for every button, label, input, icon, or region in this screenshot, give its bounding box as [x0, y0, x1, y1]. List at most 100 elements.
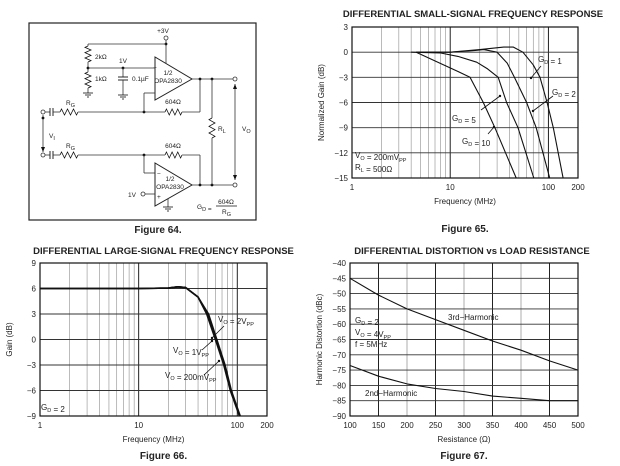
y-tick-label: 3: [32, 310, 37, 319]
y-tick-label: −55: [332, 305, 346, 314]
chart-annotation: VO = 1VPP: [173, 346, 209, 359]
text-part: =: [206, 206, 212, 213]
text-part: V: [49, 133, 54, 140]
y-tick-label: 9: [32, 259, 37, 268]
x-tick-label: 300: [457, 421, 471, 430]
y-tick-label: −6: [27, 387, 37, 396]
x-tick-label: 150: [372, 421, 386, 430]
chart-title: DIFFERENTIAL SMALL-SIGNAL FREQUENCY RESP…: [343, 9, 603, 20]
terminal: [140, 191, 146, 197]
fig66-chart: DIFFERENTIAL LARGE-SIGNAL FREQUENCY RESP…: [5, 246, 294, 462]
rg-bottom-label: RG: [66, 143, 75, 152]
text-part: = 2: [365, 318, 379, 327]
chart-annotation: VO = 200mVPP: [165, 371, 217, 384]
subscript: O: [360, 333, 365, 339]
y-tick-label: −60: [332, 320, 346, 329]
arrow-head-icon: [531, 109, 535, 113]
annotation-arrow: [480, 95, 501, 111]
x-tick-label: 250: [429, 421, 443, 430]
subscript: D: [47, 408, 51, 414]
subscript: PP: [202, 353, 210, 359]
subscript: PP: [209, 378, 217, 384]
figure-64-caption: Figure 64.: [134, 225, 181, 236]
bias-input-label: 1V: [128, 192, 137, 199]
y-tick-label: 3: [344, 23, 349, 32]
chart-annotation: GD = 5: [452, 114, 476, 125]
chart-annotation: VO = 2VPP: [218, 315, 254, 328]
annotation-arrow: [201, 340, 213, 351]
text-part: = 200mV: [365, 153, 400, 162]
text-part: = 200mV: [175, 373, 210, 382]
y-tick-label: −9: [339, 124, 349, 133]
subscript: G: [71, 146, 75, 152]
plot-frame: [351, 26, 579, 179]
x-tick-label: 500: [571, 421, 585, 430]
x-axis-label: Frequency (MHz): [434, 197, 496, 206]
resistor-symbol: [164, 108, 183, 116]
text-part: G: [462, 137, 468, 146]
series-line-1: [416, 46, 564, 179]
text-part: R: [66, 100, 71, 107]
vi-label: VI: [49, 133, 55, 142]
chart-annotation: GD = 2: [552, 88, 576, 99]
text-part: G: [355, 316, 361, 325]
subscript: O: [170, 376, 175, 382]
y-tick-label: −3: [27, 361, 37, 370]
arrow-icon: [233, 175, 237, 180]
arrow-head-icon: [210, 339, 214, 343]
text-part: V: [218, 315, 224, 324]
y-tick-label: −75: [332, 366, 346, 375]
annotation-arrow: [211, 325, 225, 339]
subscript: PP: [399, 158, 407, 164]
subscript: L: [361, 168, 364, 174]
plot-frame: [39, 262, 268, 417]
resistor-label: 1kΩ: [95, 76, 107, 83]
figure-caption: Figure 67.: [440, 451, 487, 462]
y-tick-label: −6: [339, 99, 349, 108]
fig67-chart: DIFFERENTIAL DISTORTION vs LOAD RESISTAN…: [315, 246, 590, 462]
y-tick-label: 6: [32, 285, 37, 294]
chart-annotation: RL = 500Ω: [355, 163, 392, 174]
chart-annotation: GD = 10: [462, 137, 491, 148]
chart-title: DIFFERENTIAL LARGE-SIGNAL FREQUENCY RESP…: [33, 246, 294, 257]
y-tick-label: −45: [332, 274, 346, 283]
x-tick-label: 400: [514, 421, 528, 430]
x-tick-label: 100: [343, 421, 357, 430]
y-tick-label: −90: [332, 412, 346, 421]
fig65-chart: DIFFERENTIAL SMALL-SIGNAL FREQUENCY RESP…: [317, 9, 603, 235]
text-part: = 10: [472, 139, 491, 148]
y-tick-label: −9: [27, 412, 37, 421]
subscript: PP: [247, 322, 255, 328]
chart-annotation: GD = 2: [41, 403, 65, 414]
chart-annotation: VO = 4VPP: [355, 328, 391, 341]
x-tick-label: 100: [542, 183, 556, 192]
text-part: 2nd−Harmonic: [365, 389, 417, 398]
y-tick-label: −85: [332, 397, 346, 406]
x-tick-label: 1: [350, 183, 355, 192]
y-tick-label: −80: [332, 381, 346, 390]
opamp-top: [154, 56, 193, 101]
bias-node-label: 1V: [119, 58, 128, 65]
subscript: O: [178, 351, 183, 357]
subscript: D: [544, 60, 548, 66]
text-part: = 4V: [365, 330, 385, 339]
gain-formula-numerator: 604Ω: [218, 199, 234, 206]
text-part: = 5: [462, 116, 476, 125]
terminal: [40, 109, 46, 115]
rf-bottom-label: 604Ω: [165, 143, 181, 150]
arrow-head-icon: [217, 359, 221, 363]
figure-caption: Figure 65.: [441, 224, 488, 235]
plot-frame: [349, 262, 579, 417]
x-tick-label: 200: [571, 183, 585, 192]
text-part: G: [538, 55, 544, 64]
vo-label: VO: [242, 126, 251, 135]
gain-formula-lhs: GD =: [197, 204, 212, 213]
subscript: D: [361, 321, 365, 327]
annotation-arrow: [203, 360, 220, 376]
y-tick-label: 0: [32, 336, 37, 345]
text-part: R: [66, 143, 71, 150]
text-part: V: [173, 346, 179, 355]
capacitor-label: 0.1µF: [132, 76, 149, 83]
y-tick-label: −40: [332, 259, 346, 268]
